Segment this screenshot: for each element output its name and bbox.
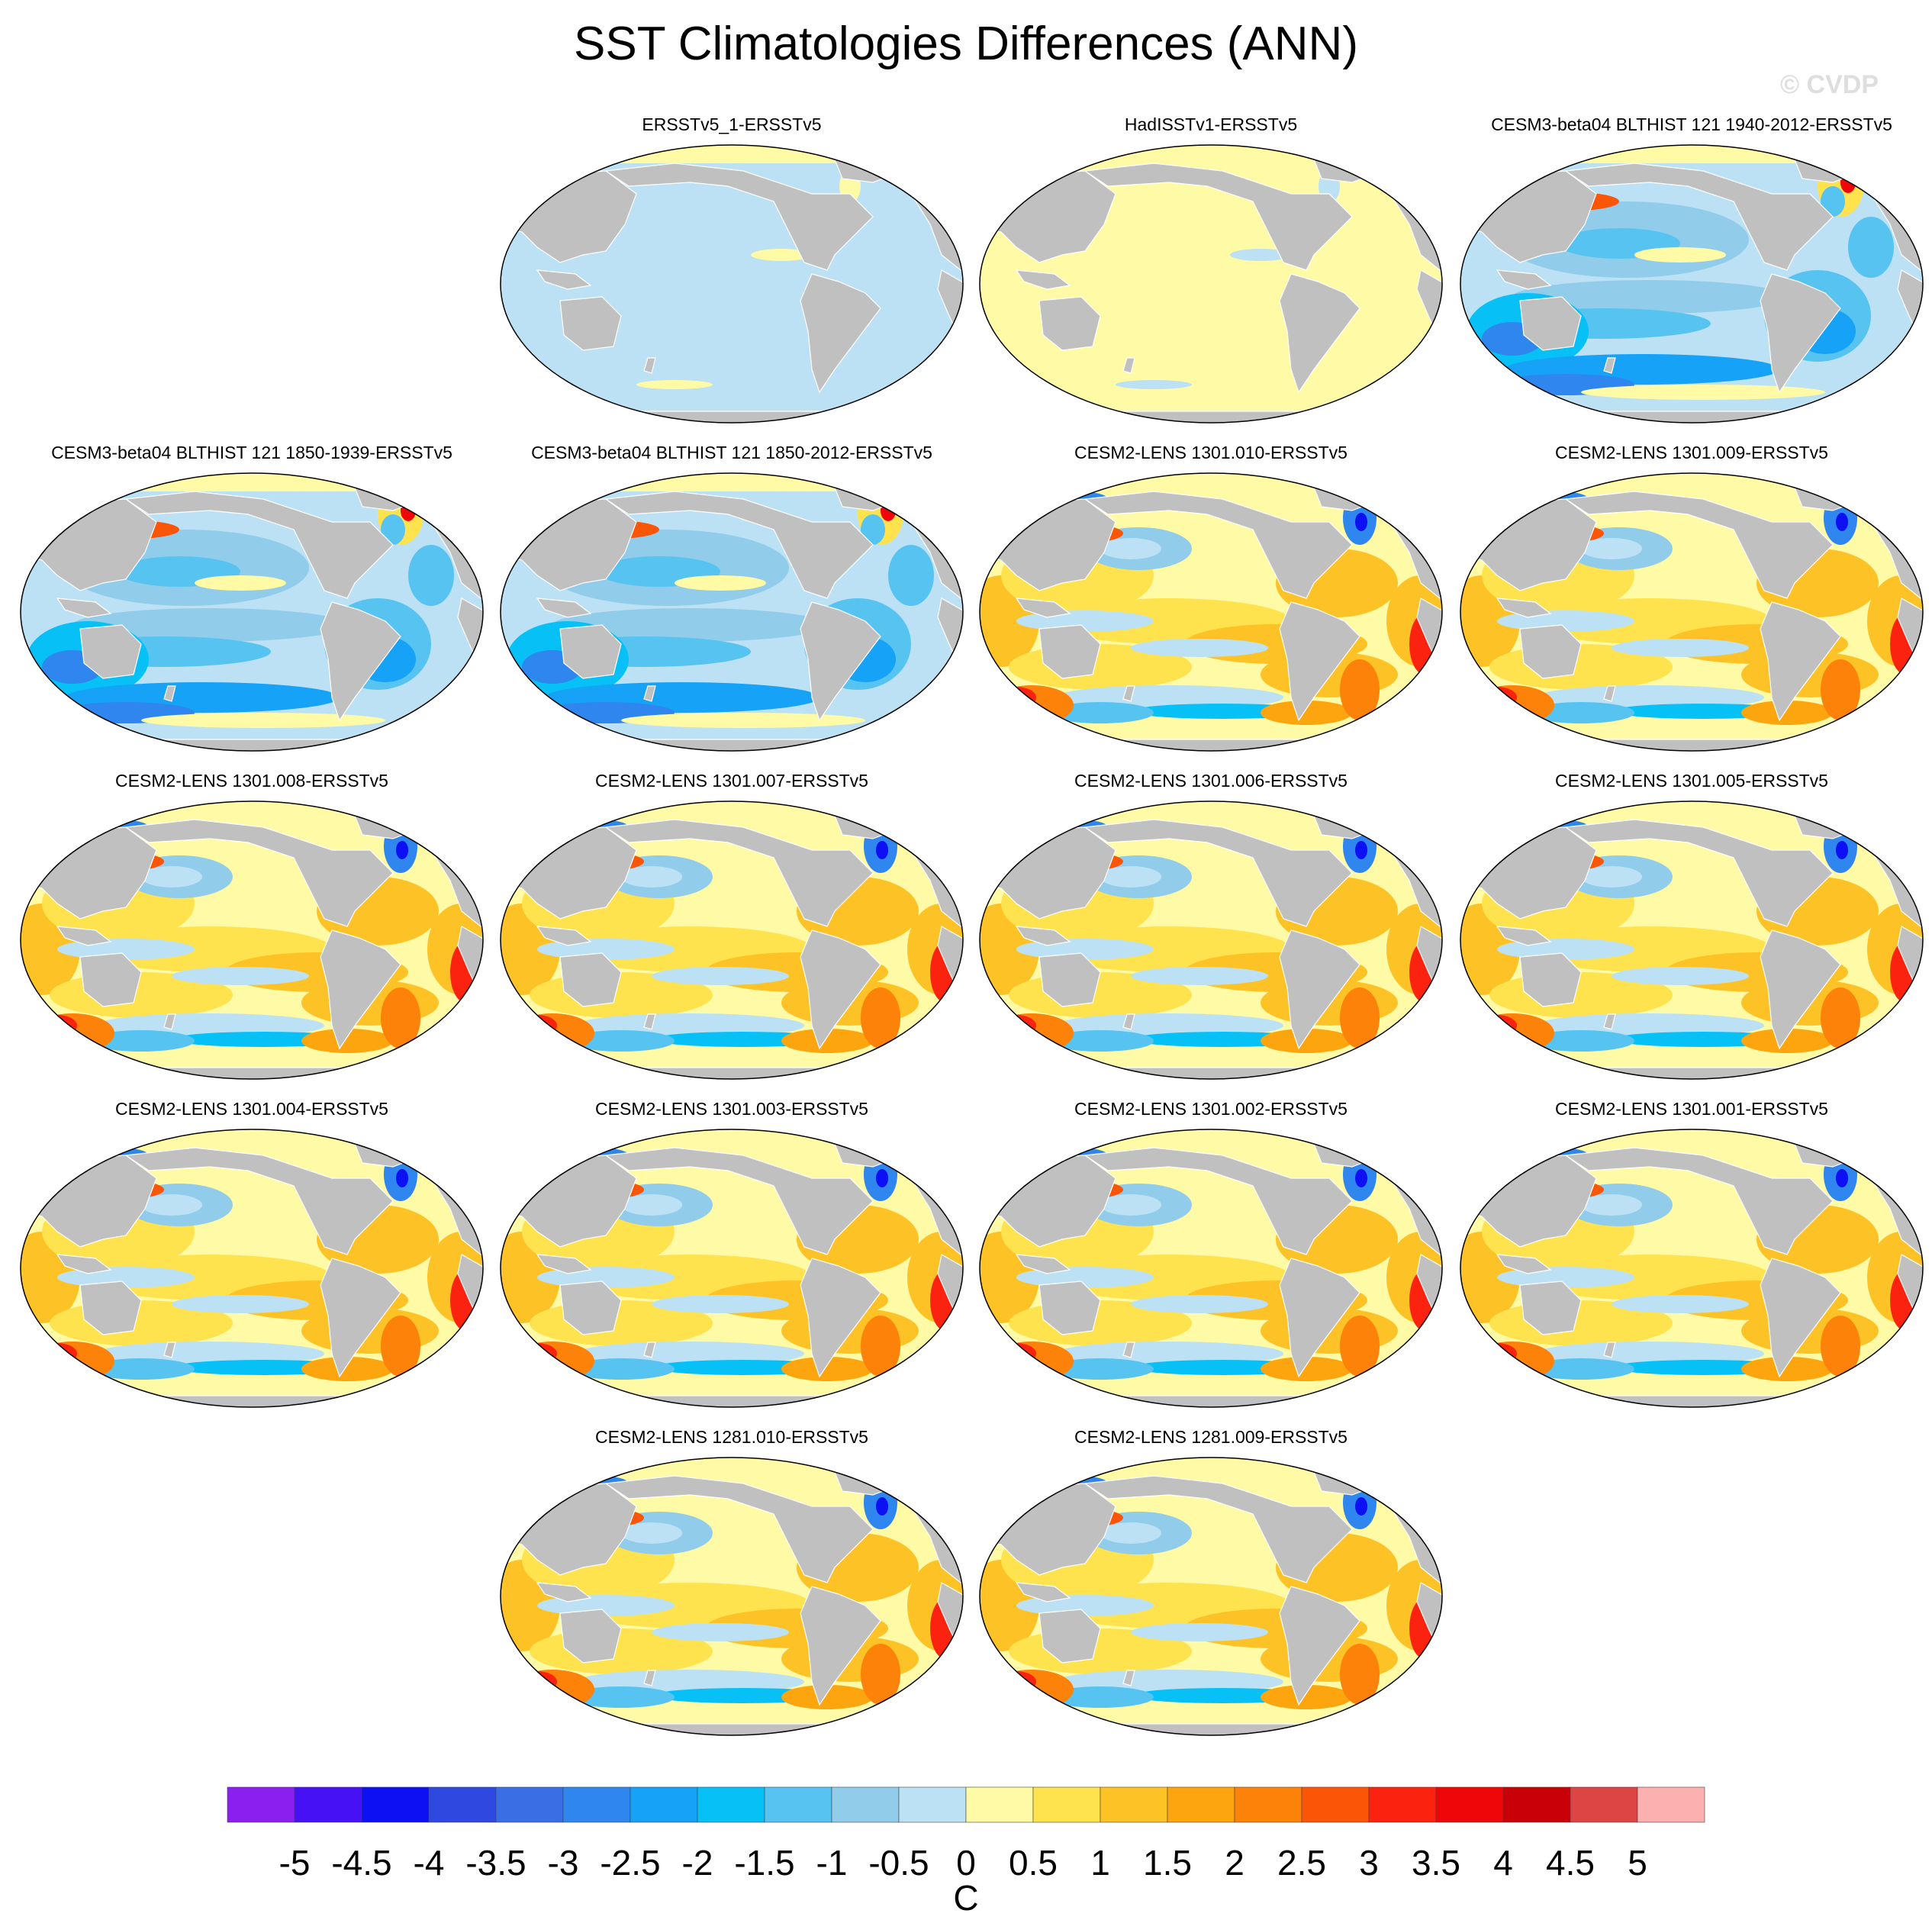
colorbar-units: C xyxy=(953,1878,979,1918)
sst-difference-map xyxy=(1460,472,1924,752)
map-panel: ERSSTv5_1-ERSSTv5 xyxy=(491,114,972,427)
colorbar-tick-label: 4 xyxy=(1493,1843,1513,1883)
colorbar-tick-label: -4.5 xyxy=(331,1843,392,1883)
map-panel: CESM3-beta04 BLTHIST 121 1940-2012-ERSST… xyxy=(1451,114,1932,427)
panel-title: CESM2-LENS 1301.005-ERSSTv5 xyxy=(1555,771,1828,791)
colorbar-tick-label: 0.5 xyxy=(1009,1843,1058,1883)
colorbar-box xyxy=(1100,1786,1168,1823)
map-panel: CESM2-LENS 1301.004-ERSSTv5 xyxy=(11,1099,492,1412)
colorbar-box xyxy=(1502,1786,1571,1823)
colorbar-tick-label: 2 xyxy=(1225,1843,1245,1883)
colorbar-box xyxy=(1301,1786,1370,1823)
colorbar-tick-label: -3 xyxy=(547,1843,579,1883)
panel-title: CESM2-LENS 1301.006-ERSSTv5 xyxy=(1074,771,1348,791)
colorbar-box xyxy=(697,1786,765,1823)
map-panel: HadISSTv1-ERSSTv5 xyxy=(971,114,1451,427)
sst-difference-map xyxy=(979,144,1443,424)
sst-difference-map xyxy=(1460,1129,1924,1408)
map-panel: CESM2-LENS 1301.007-ERSSTv5 xyxy=(491,771,972,1084)
colorbar-box xyxy=(1167,1786,1235,1823)
panel-title: CESM2-LENS 1301.004-ERSSTv5 xyxy=(115,1099,388,1119)
map-panel: CESM2-LENS 1281.009-ERSSTv5 xyxy=(971,1427,1451,1740)
sst-difference-map xyxy=(979,1457,1443,1736)
panel-title: CESM2-LENS 1301.002-ERSSTv5 xyxy=(1074,1099,1348,1119)
sst-difference-map xyxy=(500,472,964,752)
colorbar-tick-label: -3.5 xyxy=(465,1843,526,1883)
colorbar-boxes xyxy=(227,1786,1705,1823)
colorbar: -5 -4.5 -4 -3.5 -3 -2.5 -2 -1.5 -1 -0.5 0 0.5 1 1.5 2 2… xyxy=(0,1770,1932,1923)
sst-difference-map xyxy=(20,1129,484,1408)
colorbar-tick-label: -1 xyxy=(816,1843,848,1883)
colorbar-tick-label: 3 xyxy=(1359,1843,1379,1883)
map-panel: CESM2-LENS 1301.003-ERSSTv5 xyxy=(491,1099,972,1412)
colorbar-box xyxy=(1234,1786,1302,1823)
sst-difference-map xyxy=(1460,800,1924,1080)
panel-title: HadISSTv1-ERSSTv5 xyxy=(1124,114,1298,134)
panel-title: CESM2-LENS 1301.001-ERSSTv5 xyxy=(1555,1099,1828,1119)
colorbar-box xyxy=(361,1786,430,1823)
colorbar-tick-label: -1.5 xyxy=(734,1843,795,1883)
cvdp-watermark: © CVDP xyxy=(1780,70,1879,99)
colorbar-tick-label: 2.5 xyxy=(1277,1843,1326,1883)
colorbar-box xyxy=(428,1786,497,1823)
colorbar-box xyxy=(562,1786,631,1823)
colorbar-tick-label: -0.5 xyxy=(868,1843,929,1883)
colorbar-tick-label: 3.5 xyxy=(1412,1843,1460,1883)
figure-title: SST Climatologies Differences (ANN) xyxy=(574,18,1358,70)
colorbar-box xyxy=(1032,1786,1101,1823)
sst-difference-map xyxy=(979,472,1443,752)
colorbar-box xyxy=(764,1786,832,1823)
colorbar-tick-label: 0 xyxy=(956,1843,976,1883)
map-panel: CESM2-LENS 1281.010-ERSSTv5 xyxy=(491,1427,972,1740)
panel-title: CESM2-LENS 1301.003-ERSSTv5 xyxy=(595,1099,868,1119)
map-panel: CESM2-LENS 1301.008-ERSSTv5 xyxy=(11,771,492,1084)
colorbar-tick-label: 5 xyxy=(1628,1843,1647,1883)
sst-difference-map xyxy=(500,1129,964,1408)
colorbar-tick-label: -2 xyxy=(681,1843,713,1883)
sst-difference-map xyxy=(500,1457,964,1736)
colorbar-box xyxy=(965,1786,1034,1823)
colorbar-tick-label: 1 xyxy=(1090,1843,1110,1883)
panel-title: CESM3-beta04 BLTHIST 121 1850-1939-ERSST… xyxy=(51,443,452,462)
panel-title: CESM2-LENS 1281.009-ERSSTv5 xyxy=(1074,1427,1348,1447)
map-panel: CESM2-LENS 1301.009-ERSSTv5 xyxy=(1451,443,1932,755)
sst-difference-map xyxy=(20,472,484,752)
panel-title: CESM2-LENS 1301.008-ERSSTv5 xyxy=(115,771,388,791)
colorbar-tick-label: -2.5 xyxy=(600,1843,661,1883)
colorbar-box xyxy=(495,1786,564,1823)
panel-title: ERSSTv5_1-ERSSTv5 xyxy=(642,114,822,134)
colorbar-tick-label: 4.5 xyxy=(1546,1843,1595,1883)
sst-difference-map xyxy=(500,144,964,424)
panel-title: CESM2-LENS 1301.010-ERSSTv5 xyxy=(1074,443,1348,462)
panel-title: CESM3-beta04 BLTHIST 121 1850-2012-ERSST… xyxy=(531,443,932,462)
sst-difference-map xyxy=(500,800,964,1080)
colorbar-box xyxy=(1368,1786,1437,1823)
map-panel: CESM3-beta04 BLTHIST 121 1850-1939-ERSST… xyxy=(11,443,492,755)
colorbar-box xyxy=(831,1786,900,1823)
panel-title: CESM2-LENS 1301.009-ERSSTv5 xyxy=(1555,443,1828,462)
sst-difference-map xyxy=(979,1129,1443,1408)
map-panel: CESM2-LENS 1301.001-ERSSTv5 xyxy=(1451,1099,1932,1412)
sst-difference-map xyxy=(1460,144,1924,424)
panel-title: CESM2-LENS 1281.010-ERSSTv5 xyxy=(595,1427,868,1447)
colorbar-box xyxy=(630,1786,698,1823)
colorbar-tick-label: -5 xyxy=(279,1843,311,1883)
panel-title: CESM3-beta04 BLTHIST 121 1940-2012-ERSST… xyxy=(1491,114,1892,134)
colorbar-box xyxy=(898,1786,967,1823)
map-panel: CESM2-LENS 1301.002-ERSSTv5 xyxy=(971,1099,1451,1412)
sst-difference-map xyxy=(979,800,1443,1080)
colorbar-box xyxy=(1435,1786,1504,1823)
panel-title: CESM2-LENS 1301.007-ERSSTv5 xyxy=(595,771,868,791)
colorbar-tick-label: 1.5 xyxy=(1143,1843,1192,1883)
map-panel: CESM3-beta04 BLTHIST 121 1850-2012-ERSST… xyxy=(491,443,972,755)
map-panel: CESM2-LENS 1301.006-ERSSTv5 xyxy=(971,771,1451,1084)
colorbar-box xyxy=(294,1786,362,1823)
sst-difference-map xyxy=(20,800,484,1080)
map-panel: CESM2-LENS 1301.010-ERSSTv5 xyxy=(971,443,1451,755)
map-panel: CESM2-LENS 1301.005-ERSSTv5 xyxy=(1451,771,1932,1084)
colorbar-tick-label: -4 xyxy=(413,1843,445,1883)
colorbar-box xyxy=(1637,1786,1705,1823)
colorbar-box xyxy=(1570,1786,1638,1823)
colorbar-box xyxy=(227,1786,295,1823)
